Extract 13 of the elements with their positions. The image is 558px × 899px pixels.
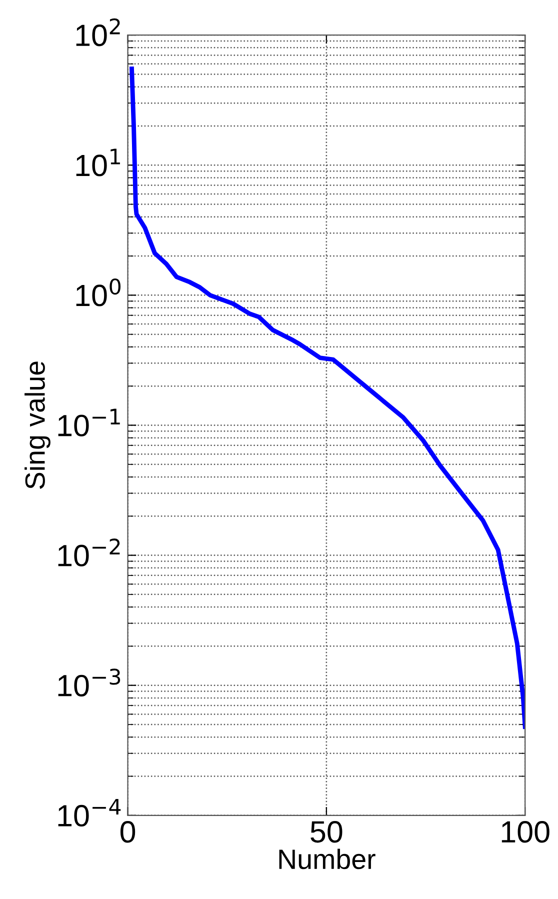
y-tick-label: 10$^{2}$	[76, 18, 120, 46]
x-tick-label: 100	[502, 821, 550, 843]
x-tick-label: 50	[310, 821, 342, 843]
line-series	[130, 66, 526, 730]
y-tick-label: 10$^{−3}$	[58, 668, 120, 696]
y-tick-label: 10$^{−4}$	[58, 798, 121, 827]
x-axis-title: Number	[279, 848, 376, 870]
y-tick-label: 10$^{1}$	[76, 148, 120, 176]
y-axis-title: Sing value	[24, 362, 50, 489]
y-tick-label: 10$^{−2}$	[58, 538, 120, 566]
y-tick-label: 10$^{0}$	[76, 278, 120, 306]
x-tick-label: 0	[120, 821, 136, 843]
y-tick-label: 10$^{−1}$	[58, 408, 120, 436]
